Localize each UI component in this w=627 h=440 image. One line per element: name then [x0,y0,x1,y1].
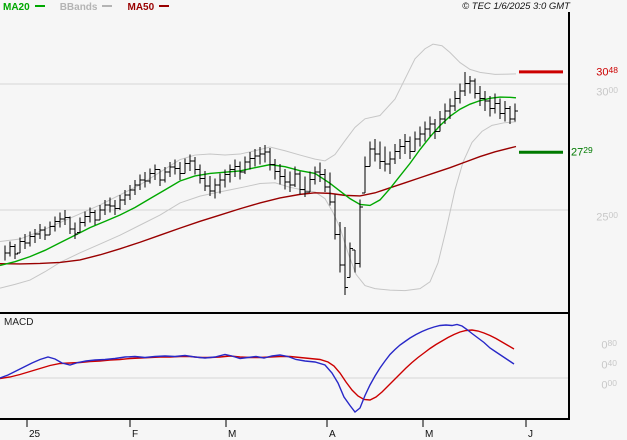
legend-label-ma50: MA50 [127,2,155,13]
overlay-ma50 [0,145,517,265]
price-label-main: 25 [596,211,609,224]
x-axis-label-J: J [528,429,533,440]
price-label-support: 2729 [571,145,593,159]
price-label-resistance: 3048 [596,65,618,79]
price-label-sub: 00 [608,210,618,220]
macd-panel-title: MACD [4,317,34,328]
x-axis-label-M: M [228,429,236,440]
macd-label-000: 000 [601,378,617,392]
macd-label-sub: 00 [607,378,617,388]
indicator-legend: MA20 BBands MA50 [3,2,170,13]
price-label-sub: 48 [608,65,618,75]
macd-label-080: 080 [601,338,617,352]
copyright-timestamp: © TEC 1/6/2025 3:0 GMT [462,1,570,12]
price-label-sub: 00 [608,85,618,95]
legend-label-ma20: MA20 [3,2,30,13]
macd-label-sub: 80 [607,338,617,348]
macd-label-main: 0 [601,359,608,372]
legend-item-bbands: BBands [60,2,113,13]
overlay-ma20 [0,96,517,267]
macd-series-macd-line [0,323,515,413]
price-label-sub: 29 [583,145,593,155]
legend-item-ma20: MA20 [3,2,45,13]
legend-line-sample-ma50 [159,5,170,7]
macd-label-sub: 40 [607,358,617,368]
macd-label-040: 040 [601,358,617,372]
overlay-bb_lower [0,121,517,292]
x-axis-label-25: 25 [29,429,41,440]
price-label-main: 30 [596,66,609,79]
x-axis-label-A: A [329,429,336,440]
legend-item-ma50: MA50 [127,2,170,13]
price-label-2500: 2500 [596,210,618,224]
legend-line-sample-ma20 [34,5,45,7]
price-label-main: 30 [596,86,609,99]
macd-label-main: 0 [601,339,608,352]
price-label-3000: 3000 [596,85,618,99]
price-bars [4,71,518,296]
overlay-bb_upper [0,43,517,242]
x-axis-label-M: M [425,429,433,440]
legend-line-sample-bbands [102,5,113,7]
legend-label-bbands: BBands [59,2,98,13]
macd-label-main: 0 [601,379,608,392]
macd-series-signal-line [0,329,515,401]
x-axis-label-F: F [132,429,138,440]
price-label-main: 27 [571,146,584,159]
